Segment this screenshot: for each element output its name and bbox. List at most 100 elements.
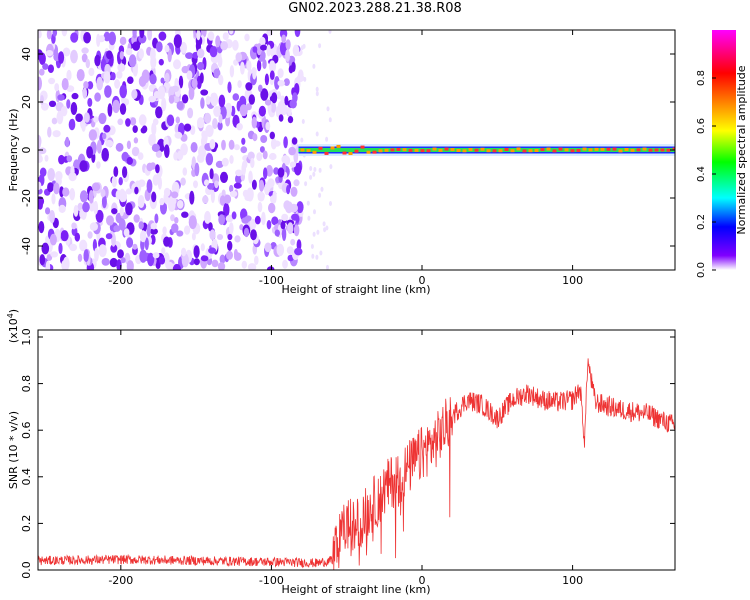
heatmap-noise-cell <box>152 174 159 186</box>
heatmap-noise-cell <box>227 240 233 251</box>
heatmap-noise-cell <box>229 155 234 164</box>
heatmap-noise-cell <box>157 176 162 190</box>
heatmap-noise-cell <box>244 215 252 222</box>
heatmap-noise-cell <box>109 257 118 268</box>
heatmap-noise-cell <box>167 48 172 63</box>
heatmap-noise-cell <box>220 171 228 183</box>
heatmap-noise-cell <box>73 205 79 217</box>
heatmap-noise-cell <box>256 59 262 72</box>
heatmap-noise-cell <box>315 91 319 97</box>
heatmap-noise-cell <box>88 190 94 204</box>
heatmap-noise-cell <box>270 101 277 113</box>
heatmap-noise-cell <box>226 250 233 260</box>
heatmap-signal-cell <box>444 147 449 151</box>
heatmap-noise-cell <box>165 261 174 270</box>
heatmap-noise-cell <box>253 255 259 265</box>
heatmap-noise-cell <box>239 224 244 231</box>
heatmap-noise-cell <box>254 215 261 225</box>
heatmap-noise-cell <box>82 87 88 99</box>
heatmap-noise-cell <box>81 47 89 54</box>
heatmap-noise-cell <box>51 117 58 125</box>
heatmap-noise-cell <box>172 263 181 270</box>
heatmap-noise-cell <box>128 54 137 68</box>
heatmap-noise-cell <box>281 213 289 222</box>
heatmap-noise-cell <box>281 227 287 242</box>
heatmap-signal-cell <box>354 149 359 153</box>
heatmap-noise-cell <box>146 162 154 172</box>
heatmap-signal-cell <box>420 149 425 153</box>
heatmap-noise-cell <box>217 121 223 131</box>
heatmap-noise-cell <box>101 258 110 266</box>
heatmap-noise-cell <box>110 72 116 81</box>
heatmap-noise-cell <box>284 155 291 166</box>
heatmap-signal-cell <box>396 148 401 151</box>
heatmap-noise-cell <box>154 213 159 224</box>
heatmap-noise-cell <box>132 30 137 39</box>
heatmap-noise-cell <box>174 217 179 224</box>
heatmap-noise-cell <box>171 85 180 93</box>
heatmap-noise-cell <box>294 247 303 256</box>
heatmap-noise-cell <box>181 253 189 268</box>
heatmap-noise-cell <box>274 229 280 237</box>
heatmap-noise-cell <box>105 233 113 240</box>
heatmap-noise-cell <box>247 151 255 161</box>
heatmap-noise-cell <box>57 94 65 101</box>
heatmap-noise-cell <box>171 191 179 199</box>
heatmap-noise-cell <box>287 222 294 235</box>
heatmap-noise-cell <box>284 95 289 106</box>
heatmap-noise-cell <box>125 48 133 56</box>
heatmap-x-tick-label: -100 <box>259 274 284 287</box>
heatmap-noise-cell <box>291 213 299 221</box>
heatmap-noise-cell <box>120 257 126 264</box>
heatmap-noise-cell <box>132 243 138 250</box>
heatmap-noise-cell <box>190 142 198 153</box>
heatmap-noise-cell <box>181 65 190 74</box>
snr-x-axis-label: Height of straight line (km) <box>281 583 430 596</box>
heatmap-noise-cell <box>264 99 272 106</box>
heatmap-noise-cell <box>283 78 290 86</box>
heatmap-noise-cell <box>138 48 144 59</box>
heatmap-noise-cell <box>193 245 200 259</box>
colorbar-tick-label: 0.6 <box>696 118 707 134</box>
heatmap-noise-cell <box>88 129 98 141</box>
heatmap-noise-cell <box>196 117 205 129</box>
heatmap-noise-cell <box>228 139 235 150</box>
heatmap-signal-cell <box>558 147 563 151</box>
heatmap-noise-cell <box>40 95 44 105</box>
heatmap-noise-cell <box>110 244 118 253</box>
heatmap-noise-cell <box>39 68 45 76</box>
heatmap-noise-cell <box>130 117 137 126</box>
heatmap-noise-cell <box>246 60 252 71</box>
heatmap-noise-cell <box>243 227 250 238</box>
heatmap-noise-cell <box>266 220 272 230</box>
heatmap-noise-cell <box>248 170 253 184</box>
heatmap-signal-cell <box>600 147 605 151</box>
heatmap-noise-cell <box>320 186 324 192</box>
heatmap-noise-cell <box>125 202 133 216</box>
heatmap-noise-cell <box>52 130 61 138</box>
heatmap-noise-cell <box>119 103 127 115</box>
heatmap-noise-cell <box>193 180 198 189</box>
heatmap-noise-cell <box>71 92 79 100</box>
heatmap-noise-cell <box>82 201 90 213</box>
heatmap-noise-cell <box>235 174 242 184</box>
heatmap-noise-cell <box>139 230 147 243</box>
heatmap-noise-cell <box>304 181 308 187</box>
heatmap-noise-cell <box>329 164 333 170</box>
heatmap-noise-cell <box>191 78 198 89</box>
heatmap-noise-cell <box>294 162 302 176</box>
heatmap-noise-cell <box>285 49 290 62</box>
heatmap-noise-cell <box>269 70 275 80</box>
heatmap-noise-cell <box>45 207 51 215</box>
heatmap-noise-cell <box>96 161 101 169</box>
heatmap-signal-cell <box>660 148 665 152</box>
heatmap-noise-cell <box>318 43 322 49</box>
heatmap-noise-cell <box>189 190 195 205</box>
heatmap-y-tick-label: -20 <box>20 189 33 207</box>
heatmap-noise-cell <box>199 72 204 84</box>
heatmap-noise-cell <box>150 55 157 69</box>
heatmap-noise-cell <box>258 84 263 93</box>
snr-panel: -200 -100 0 100 0.0 0.2 0.4 0.6 0.8 1.0 Height of… <box>6 309 676 596</box>
